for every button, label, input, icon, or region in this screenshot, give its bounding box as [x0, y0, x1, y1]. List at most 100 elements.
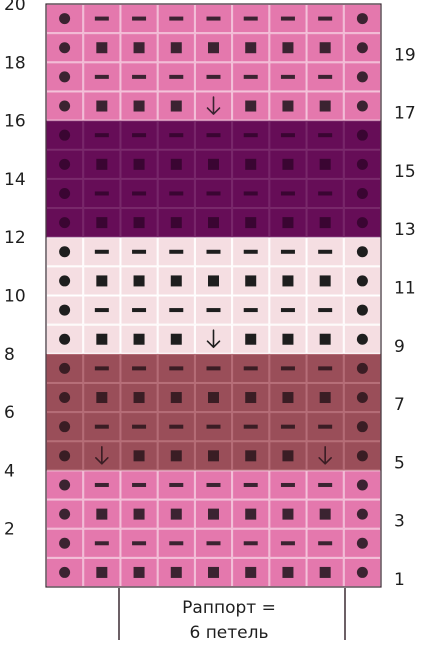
purl-dash-icon — [318, 133, 333, 138]
knit-square-icon — [208, 566, 219, 578]
purl-dash-icon — [94, 133, 109, 138]
chart-cell — [306, 441, 344, 471]
knit-square-icon — [245, 392, 257, 404]
knit-square-icon — [245, 217, 257, 229]
purl-dash-icon — [169, 541, 184, 546]
knit-square-icon — [319, 508, 331, 520]
purl-dash-icon — [280, 424, 295, 429]
purl-dash-icon — [280, 541, 295, 546]
edge-stitch-dot-icon — [59, 392, 71, 404]
edge-stitch-dot-icon — [356, 187, 368, 199]
chart-row-3 — [46, 499, 381, 529]
edge-stitch-dot-icon — [356, 479, 368, 491]
knit-square-icon — [208, 275, 219, 287]
chart-cell — [306, 324, 344, 354]
chart-row-8 — [46, 353, 381, 383]
chart-row-18 — [46, 62, 381, 92]
chart-cell — [306, 470, 344, 500]
chart-border — [45, 3, 382, 588]
chart-row-20 — [46, 4, 381, 34]
chart-cell — [157, 528, 195, 558]
edge-stitch-dot-icon — [59, 537, 71, 549]
purl-dash-icon — [206, 541, 221, 546]
knit-square-icon — [319, 217, 331, 229]
purl-dash-icon — [243, 308, 258, 313]
chart-cell — [232, 178, 270, 209]
knit-square-icon — [208, 392, 219, 404]
knit-square-icon — [245, 158, 257, 170]
purl-dash-icon — [243, 16, 258, 21]
edge-stitch-dot-icon — [356, 566, 368, 578]
chart-cell — [120, 499, 158, 529]
chart-cell — [194, 499, 233, 529]
chart-cell — [306, 237, 344, 267]
purl-dash-icon — [132, 249, 147, 254]
purl-dash-icon — [169, 74, 184, 79]
row-number-17: 17 — [394, 104, 416, 124]
chart-cell — [269, 470, 307, 500]
edge-stitch-dot-icon — [356, 42, 368, 54]
chart-cell — [83, 178, 121, 209]
chart-cell — [120, 266, 158, 296]
chart-cell — [194, 62, 233, 92]
row-number-13: 13 — [394, 220, 416, 240]
purl-dash-icon — [243, 424, 258, 429]
purl-dash-icon — [243, 249, 258, 254]
knit-square-icon — [96, 508, 108, 520]
chart-cell — [194, 470, 233, 500]
purl-dash-icon — [318, 482, 333, 487]
purl-dash-icon — [243, 74, 258, 79]
purl-dash-icon — [132, 308, 147, 313]
purl-dash-icon — [94, 191, 109, 196]
edge-stitch-dot-icon — [59, 508, 71, 520]
row-number-6: 6 — [4, 403, 15, 423]
knit-square-icon — [96, 275, 108, 287]
knit-square-icon — [245, 42, 257, 54]
purl-dash-icon — [318, 424, 333, 429]
chart-cell — [83, 91, 121, 121]
purl-dash-icon — [318, 308, 333, 313]
row-number-8: 8 — [4, 345, 15, 365]
chart-cell — [120, 412, 158, 442]
knit-square-icon — [245, 275, 257, 287]
knit-square-icon — [133, 42, 145, 54]
purl-dash-icon — [206, 191, 221, 196]
chart-cell — [232, 91, 270, 121]
chart-cell — [83, 412, 121, 442]
chart-row-11 — [46, 266, 381, 296]
knit-square-icon — [133, 100, 145, 112]
chart-cell — [269, 266, 307, 296]
knit-square-icon — [282, 100, 294, 112]
knit-square-icon — [319, 333, 331, 345]
row-number-16: 16 — [4, 112, 26, 132]
chart-cell — [157, 208, 195, 238]
knit-square-icon — [170, 508, 182, 520]
edge-stitch-dot-icon — [59, 246, 71, 258]
purl-dash-icon — [206, 16, 221, 21]
chart-cell — [194, 120, 233, 150]
edge-stitch-dot-icon — [59, 333, 71, 345]
purl-dash-icon — [132, 424, 147, 429]
purl-dash-icon — [206, 308, 221, 313]
chart-row-6 — [46, 412, 381, 442]
chart-cell — [232, 237, 270, 267]
chart-cell — [120, 178, 158, 209]
chart-cell — [306, 499, 344, 529]
chart-cell — [157, 353, 195, 383]
chart-row-1 — [46, 557, 381, 587]
chart-row-19 — [46, 33, 381, 63]
chart-cell — [157, 324, 195, 354]
chart-cell — [157, 33, 195, 63]
dropped-stitch-arrow-icon — [95, 446, 109, 465]
knit-square-icon — [245, 450, 257, 462]
row-number-9: 9 — [394, 337, 405, 357]
chart-cell — [83, 499, 121, 529]
purl-dash-icon — [243, 133, 258, 138]
knit-square-icon — [208, 217, 219, 229]
knit-square-icon — [96, 217, 108, 229]
chart-cell — [157, 470, 195, 500]
knit-square-icon — [282, 275, 294, 287]
edge-stitch-dot-icon — [59, 217, 71, 229]
edge-stitch-dot-icon — [356, 333, 368, 345]
